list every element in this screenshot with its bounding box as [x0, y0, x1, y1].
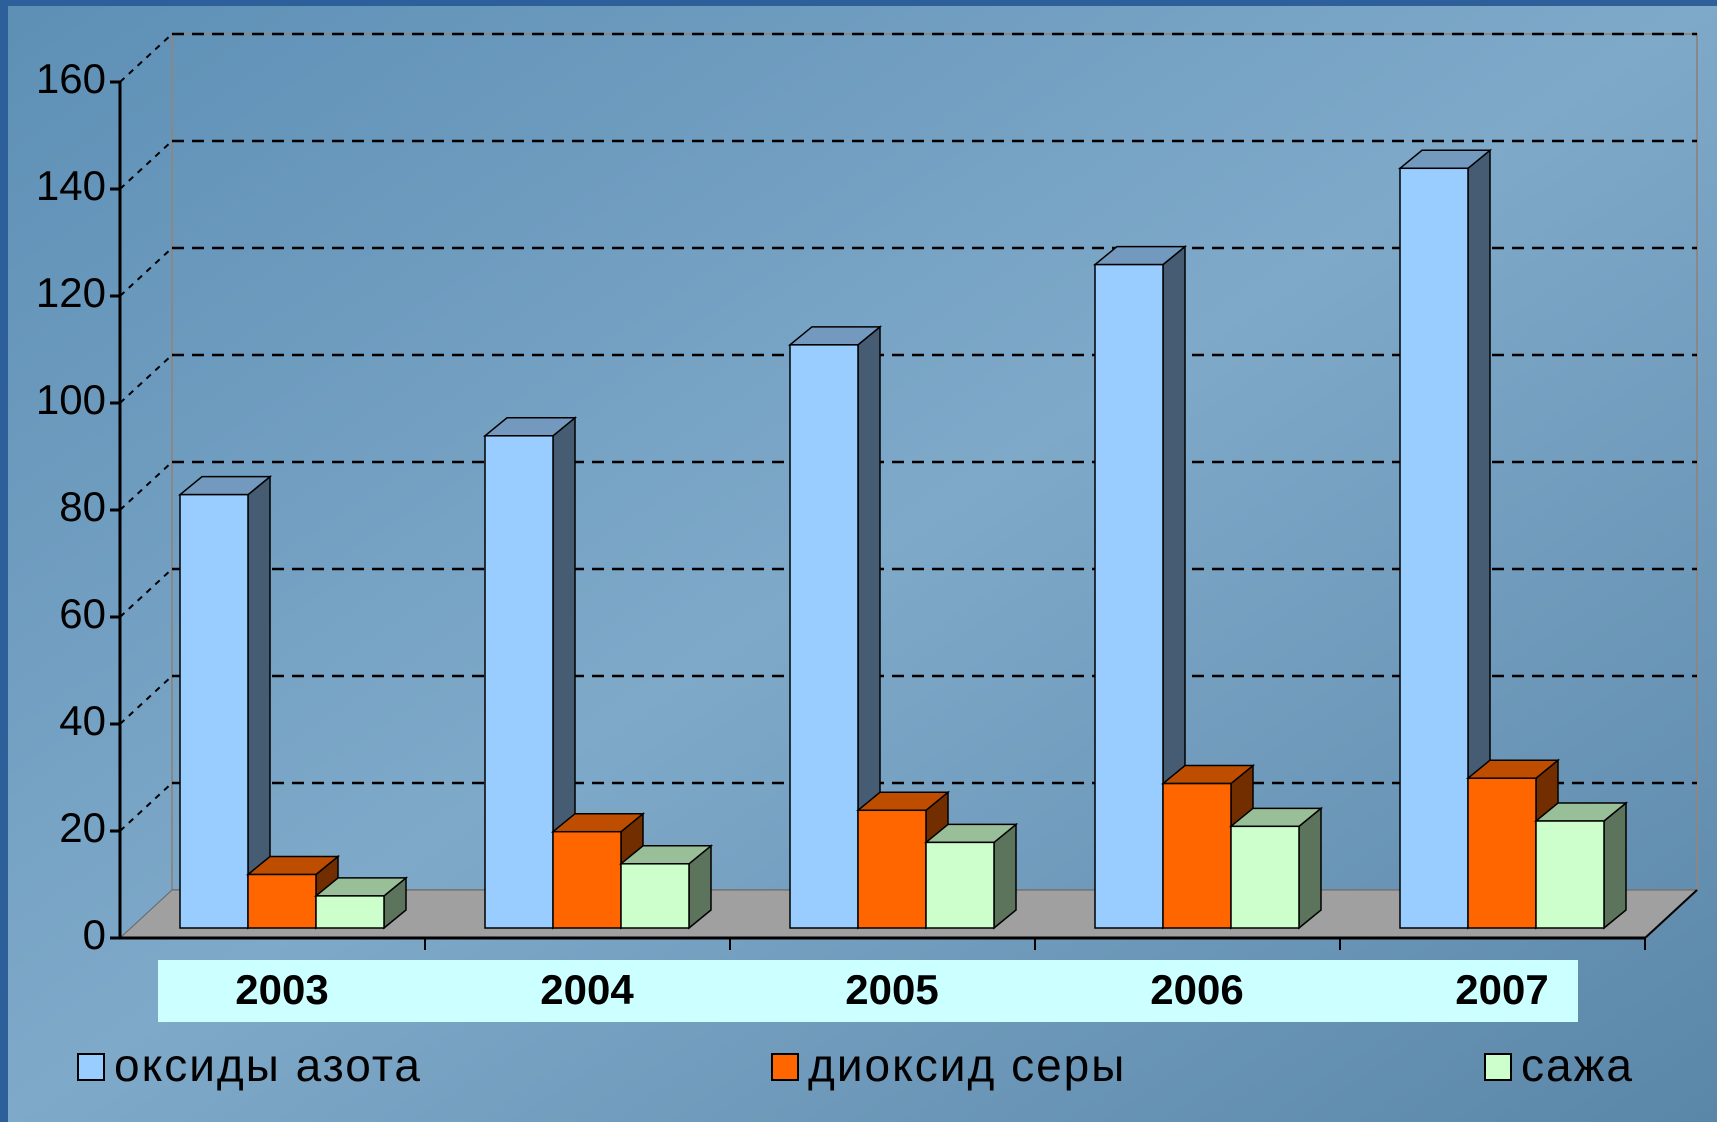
y-tick-label: 100 [36, 376, 106, 423]
legend-label: сажа [1521, 1039, 1634, 1091]
bar [1467, 777, 1537, 929]
bar [925, 841, 995, 929]
y-tick-label: 40 [59, 697, 106, 744]
bar [484, 435, 554, 929]
y-tick-label: 0 [83, 911, 106, 958]
legend-swatch [771, 1053, 799, 1081]
y-tick-label: 160 [36, 55, 106, 102]
axis-line [1644, 889, 1698, 939]
y-tick-label: 120 [36, 269, 106, 316]
bar [247, 873, 317, 929]
bar-side [1603, 801, 1627, 930]
bar [1094, 263, 1164, 929]
legend-label: оксиды азота [114, 1039, 422, 1091]
legend-swatch [77, 1053, 105, 1081]
bar [315, 895, 385, 929]
legend-label: диоксид серы [808, 1039, 1126, 1091]
y-tick-label: 60 [59, 590, 106, 637]
x-tick-label: 2004 [540, 966, 634, 1013]
bar [857, 809, 927, 929]
y-tick-label: 80 [59, 483, 106, 530]
x-tick-label: 2005 [845, 966, 938, 1013]
y-tick-label: 140 [36, 162, 106, 209]
x-tick-label: 2007 [1455, 966, 1548, 1013]
bar [789, 344, 859, 929]
left-border [0, 0, 8, 1122]
bar [552, 830, 622, 929]
bar [1535, 820, 1605, 929]
x-tick-label: 2006 [1150, 966, 1243, 1013]
x-tick-label: 2003 [235, 966, 328, 1013]
top-border [0, 0, 1717, 6]
category-strip [158, 960, 1578, 1022]
y-tick-label: 20 [59, 804, 106, 851]
bar [620, 863, 690, 929]
legend-swatch [1484, 1053, 1512, 1081]
bar-side [1298, 806, 1322, 930]
bar [179, 493, 249, 929]
bar [1162, 782, 1232, 929]
bar [1230, 825, 1300, 929]
bar [1399, 167, 1469, 929]
